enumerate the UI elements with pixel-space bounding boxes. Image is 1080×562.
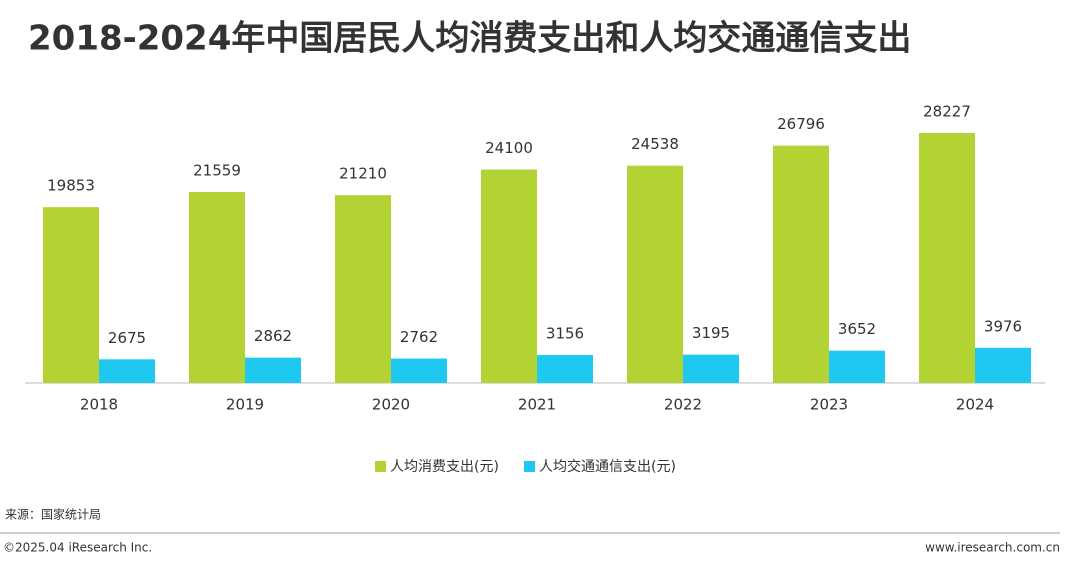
data-label: 2762: [400, 328, 438, 346]
bar: [627, 165, 683, 383]
data-label: 2862: [254, 327, 292, 345]
data-label: 21559: [193, 162, 241, 180]
x-tick-label: 2020: [372, 396, 410, 414]
bar: [99, 359, 155, 383]
bar: [919, 133, 975, 383]
bar: [43, 207, 99, 383]
legend-swatch: [524, 461, 535, 472]
bar: [537, 355, 593, 383]
data-label: 3195: [692, 324, 730, 342]
footer-left: ©2025.04 iResearch Inc.: [3, 541, 152, 555]
data-label: 28227: [923, 103, 971, 121]
legend-label: 人均交通通信支出(元): [539, 458, 676, 475]
data-label: 19853: [47, 177, 95, 195]
data-label: 3156: [546, 325, 584, 343]
bar: [391, 358, 447, 383]
data-label: 21210: [339, 165, 387, 183]
legend-label: 人均消费支出(元): [390, 459, 499, 475]
data-label: 3652: [838, 320, 876, 338]
source: 来源：国家统计局: [5, 507, 101, 522]
bar: [189, 192, 245, 383]
x-tick-label: 2021: [518, 396, 556, 414]
bar: [335, 195, 391, 383]
bar: [975, 347, 1031, 383]
bar: [481, 169, 537, 383]
x-tick-label: 2019: [226, 396, 264, 414]
data-label: 24100: [485, 139, 533, 157]
x-tick-label: 2018: [80, 396, 118, 414]
data-label: 26796: [777, 115, 825, 133]
bar: [829, 350, 885, 383]
bar: [773, 145, 829, 383]
x-tick-label: 2023: [810, 396, 848, 414]
bar: [683, 354, 739, 383]
legend-swatch: [375, 461, 386, 472]
data-label: 24538: [631, 135, 679, 153]
bar: [245, 357, 301, 383]
chart-title: 2018-2024年中国居民人均消费支出和人均交通通信支出: [28, 19, 911, 59]
x-tick-label: 2024: [956, 396, 994, 414]
x-tick-label: 2022: [664, 396, 702, 414]
data-label: 2675: [108, 329, 146, 347]
data-label: 3976: [984, 317, 1022, 335]
footer-right: www.iresearch.com.cn: [925, 541, 1060, 555]
